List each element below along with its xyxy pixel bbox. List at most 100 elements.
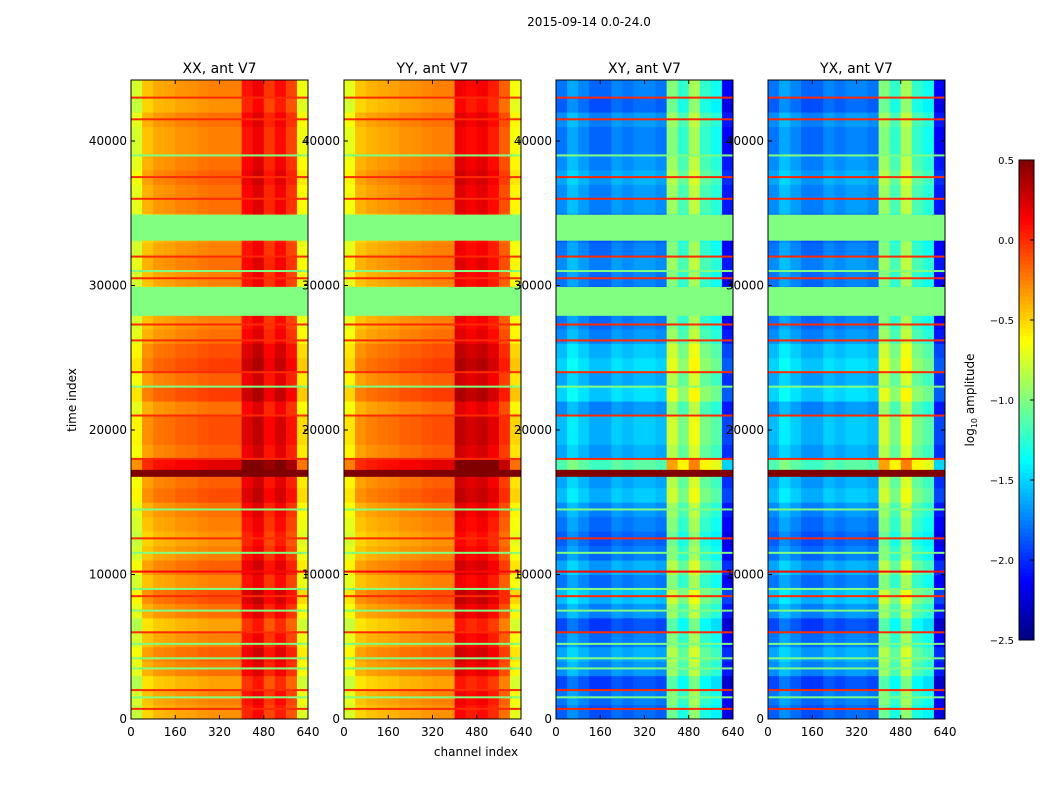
heatmap-cell — [410, 242, 422, 258]
heatmap-cell — [465, 314, 478, 330]
heatmap-cell — [274, 242, 287, 258]
heatmap-cell — [823, 184, 835, 200]
heatmap-cell — [142, 343, 154, 359]
heatmap-cell — [285, 444, 298, 460]
heatmap-cell — [699, 617, 712, 633]
heatmap-cell — [355, 126, 367, 142]
heatmap-cell — [922, 675, 935, 691]
heatmap-cell — [801, 343, 813, 359]
x-axis-label: channel index — [434, 745, 518, 759]
heatmap-cell — [208, 198, 220, 214]
heatmap-cell — [241, 386, 254, 402]
heatmap-cell — [476, 704, 489, 720]
panel-xy: XY, ant V70 160 320 480 64001000020000300004… — [514, 61, 745, 739]
heatmap-cell — [688, 357, 701, 373]
heatmap-cell — [867, 516, 880, 532]
heatmap-cell — [274, 314, 287, 330]
time-line-event — [344, 595, 521, 598]
heatmap-cell — [186, 184, 198, 200]
heatmap-cell — [443, 675, 456, 691]
heatmap-cell — [230, 458, 243, 474]
heatmap-cell — [922, 242, 935, 258]
heatmap-cell — [164, 357, 176, 373]
heatmap-cell — [867, 675, 880, 691]
time-line-event — [768, 118, 945, 121]
heatmap-cell — [801, 487, 813, 503]
heatmap-cell — [600, 487, 612, 503]
heatmap-cell — [801, 386, 813, 402]
heatmap-cell — [911, 126, 924, 142]
heatmap-cell — [208, 256, 220, 272]
heatmap-cell — [768, 487, 780, 503]
heatmap-cell — [812, 458, 824, 474]
heatmap-cell — [878, 386, 891, 402]
heatmap-cell — [889, 198, 902, 214]
heatmap-cell — [197, 126, 209, 142]
heatmap-cell — [556, 675, 568, 691]
heatmap-cell — [131, 560, 143, 575]
heatmap-cell — [834, 401, 846, 417]
heatmap-cell — [274, 198, 287, 214]
heatmap-cell — [578, 646, 590, 662]
heatmap-cell — [611, 83, 623, 99]
heatmap-cell — [131, 140, 143, 156]
heatmap-cell — [377, 198, 389, 214]
heatmap-cell — [366, 126, 378, 142]
heatmap-cell — [443, 357, 456, 373]
heatmap-cell — [600, 675, 612, 691]
heatmap-cell — [867, 574, 880, 590]
heatmap-cell — [476, 617, 489, 633]
heatmap-cell — [834, 357, 846, 373]
heatmap-cell — [834, 155, 846, 171]
heatmap-cell — [823, 155, 835, 171]
heatmap-cell — [164, 415, 176, 431]
heatmap-cell — [208, 574, 220, 590]
heatmap-cell — [399, 198, 411, 214]
heatmap-cell — [933, 242, 946, 258]
time-line-event — [344, 508, 521, 511]
x-tick-label: 0 — [340, 725, 348, 739]
heatmap-cell — [900, 704, 913, 720]
heatmap-cell — [688, 444, 701, 460]
heatmap-cell — [498, 617, 511, 633]
heatmap-cell — [611, 444, 623, 460]
heatmap-cell — [677, 458, 690, 474]
heatmap-cell — [710, 516, 723, 532]
heatmap-cell — [812, 140, 824, 156]
heatmap-cell — [567, 516, 579, 532]
heatmap-cell — [131, 632, 143, 648]
y-tick-label: 0 — [332, 712, 340, 726]
heatmap-cell — [476, 140, 489, 156]
colorbar-segment — [1019, 468, 1034, 473]
heatmap-cell — [509, 80, 522, 84]
heatmap-cell — [790, 444, 802, 460]
heatmap-cell — [721, 328, 734, 344]
heatmap-cell — [633, 126, 645, 142]
heatmap-cell — [578, 704, 590, 720]
heatmap-cell — [241, 617, 254, 633]
heatmap-cell — [834, 429, 846, 445]
heatmap-cell — [263, 704, 276, 720]
heatmap-cell — [274, 646, 287, 662]
heatmap-cell — [465, 444, 478, 460]
heatmap-cell — [285, 80, 298, 84]
heatmap-cell — [677, 632, 690, 648]
heatmap-cell — [889, 184, 902, 200]
heatmap-cell — [142, 184, 154, 200]
heatmap-cell — [688, 458, 701, 474]
heatmap-cell — [710, 140, 723, 156]
heatmap-cell — [655, 328, 668, 344]
heatmap-cell — [377, 429, 389, 445]
heatmap-cell — [578, 184, 590, 200]
heatmap-cell — [856, 704, 869, 720]
colorbar-segment — [1019, 444, 1034, 449]
heatmap-cell — [801, 314, 813, 330]
heatmap-cell — [219, 357, 232, 373]
heatmap-cell — [186, 704, 198, 720]
y-axis-label: time index — [65, 368, 79, 432]
heatmap-cell — [164, 516, 176, 532]
heatmap-cell — [230, 560, 243, 575]
time-line-event — [768, 707, 945, 710]
heatmap-cell — [175, 632, 187, 648]
heatmap-cell — [867, 83, 880, 99]
